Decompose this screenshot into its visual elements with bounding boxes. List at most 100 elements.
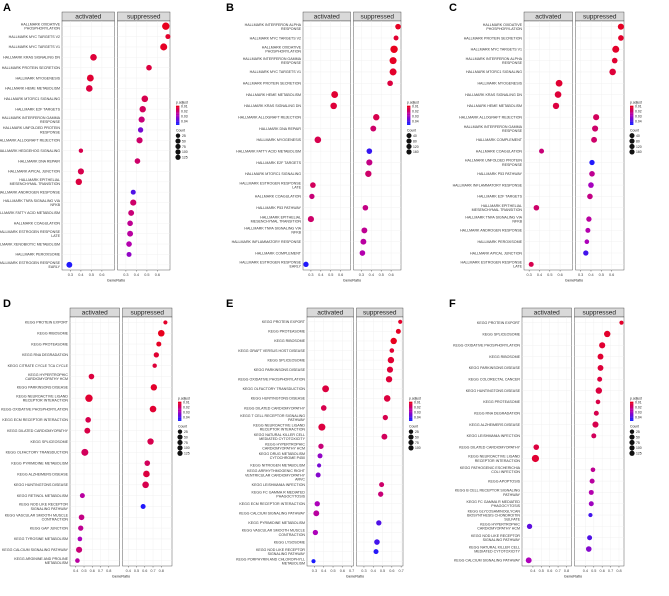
legend-color-label: 0.03 (181, 115, 188, 119)
facet-label: suppressed (583, 14, 617, 21)
legend-color-title: p.adjust (409, 397, 421, 401)
term-label: KEGG NOD LIKE RECEPTOR SIGNALING PATHWAY (19, 503, 69, 511)
term-label-line: HALLMARK MYC TARGETS V1 (250, 70, 301, 74)
legend-size-label: 125 (636, 452, 642, 456)
legend-size-dot (175, 138, 181, 144)
term-label-line: KEGG PATHOGENIC ESCHERICHIA (460, 466, 521, 470)
legend-color-label: 0.02 (414, 406, 421, 410)
term-label: KEGG PROTEIN EXPORT (262, 320, 306, 324)
term-label: KEGG LEISHMANIA INFECTION (252, 483, 306, 487)
data-point (359, 250, 366, 256)
term-label: KEGG RIBOSOME (37, 332, 68, 336)
legend-color-title: p.adjust (407, 101, 419, 105)
data-point (85, 394, 93, 402)
legend-size-dot (406, 133, 412, 139)
legend-size-label: 100 (184, 446, 190, 450)
term-label: KEGG HYPERTROPHIC CARDIOMYOPATHY HCM (262, 443, 305, 451)
legend-color-step (176, 123, 180, 125)
term-label-line: HALLMARK INTERFERON ALPHA (245, 23, 302, 27)
term-label-line: KEGG NATURAL KILLER CELL (469, 545, 520, 549)
term-label: HALLMARK PROTEIN SECRETION (243, 82, 302, 86)
data-point (618, 35, 624, 41)
legend-size-dot (408, 445, 414, 451)
data-point (143, 470, 150, 478)
term-label: KEGG RIBOSOME (274, 339, 305, 343)
data-point (314, 136, 322, 144)
data-point (136, 137, 143, 144)
term-label-line: HALLMARK ESTROGEN RESPONSE (460, 261, 522, 265)
term-label-line: HALLMARK APICAL JUNCTION (8, 170, 60, 174)
data-point (525, 557, 532, 564)
data-point (595, 387, 603, 394)
x-axis-title: GeneRatio (565, 279, 583, 283)
term-label: KEGG ALZHEIMERS DISEASE (17, 472, 68, 476)
term-label: HALLMARK UNFOLDED PROTEIN RESPONSE (3, 126, 61, 134)
term-label-line: KEGG LEISHMANIA INFECTION (467, 434, 521, 438)
term-label-line: KEGG PROTEASOME (31, 342, 68, 346)
term-label-line: RECEPTOR INTERACTION (23, 399, 69, 403)
legend-color-step (630, 121, 634, 124)
term-label-line: KEGG PARKINSONS DISEASE (17, 386, 69, 390)
x-tick-label: 0.5 (144, 273, 149, 277)
legend-color-step (176, 118, 180, 121)
x-tick-label: 0.6 (142, 569, 147, 573)
legend-color-step (409, 401, 413, 404)
term-label-line: KEGG NOD LIKE RECEPTOR (471, 534, 520, 538)
term-label-line: PHOSPHORYLATION (486, 27, 522, 31)
data-point (590, 467, 596, 473)
term-label-line: EARLY (48, 265, 60, 269)
term-label: KEGG HUNTINGTONS DISEASE (251, 397, 306, 401)
term-label-line: HALLMARK INFLAMMATORY RESPONSE (453, 183, 523, 187)
x-tick-label: 0.5 (591, 569, 596, 573)
data-point (127, 220, 133, 227)
x-tick-label: 0.4 (78, 273, 83, 277)
legend-color-step (178, 409, 182, 412)
data-point (144, 460, 151, 466)
term-label-line: HALLMARK HEME METABOLISM (246, 93, 301, 97)
data-point (386, 366, 394, 373)
term-label: KEGG RNA DEGRADATION (474, 412, 520, 416)
data-point (585, 227, 591, 233)
term-label: HALLMARK UNFOLDED PROTEIN RESPONSE (465, 159, 523, 167)
term-label-line: KEGG OLFACTORY TRANSDUCTION (6, 451, 69, 455)
term-label-line: KEGG ALZHEIMERS DISEASE (469, 423, 520, 427)
term-label-line: KEGG OXIDATIVE PHOSPHORYLATION (238, 378, 305, 382)
term-label-line: CONTRACTION (42, 518, 69, 522)
data-point (147, 438, 154, 445)
legend-size-dot (175, 143, 181, 150)
x-axis-title: GeneRatio (564, 575, 582, 579)
legend-size-dot (406, 138, 412, 144)
term-label-line: KEGG OLFACTORY TRANSDUCTION (243, 387, 306, 391)
term-label-line: PATHWAY (503, 493, 520, 497)
data-point (588, 501, 594, 507)
term-label: HALLMARK ALLOGRAFT REJECTION (459, 116, 522, 120)
term-label: HALLMARK ESTROGEN RESPONSE EARLY (239, 261, 301, 269)
data-point (381, 433, 388, 440)
term-label: KEGG ALZHEIMERS DISEASE (469, 423, 520, 427)
legend-color-step (178, 401, 182, 404)
legend-color-step (176, 120, 180, 122)
term-label-line: RECEPTOR INTERACTION (475, 459, 521, 463)
data-point (77, 536, 83, 542)
term-label: HALLMARK COAGULATION (255, 195, 302, 199)
term-label-line: KEGG NOD LIKE RECEPTOR (256, 548, 305, 552)
term-label: KEGG PROTEASOME (268, 330, 305, 334)
term-label-line: MEDIATED CYTOTOXICITY (474, 549, 520, 553)
term-label: HALLMARK DNA REPAIR (259, 127, 301, 131)
data-point (395, 23, 401, 30)
term-label-line: KEGG GRAFT VERSUS HOST DISEASE (238, 349, 305, 353)
legend-size-dot (175, 149, 181, 155)
term-label: HALLMARK MYC TARGETS V1 (471, 48, 522, 52)
term-label-line: HALLMARK MYC TARGETS V1 (471, 48, 522, 52)
term-label: HALLMARK E2F TARGETS (256, 161, 301, 165)
term-label-line: RESPONSE (40, 120, 61, 124)
term-label-line: EARLY (289, 265, 301, 269)
term-label: HALLMARK KRAS SIGNALING DN (3, 56, 60, 60)
legend-color-step (178, 416, 182, 418)
term-label: HALLMARK INFLAMMATORY RESPONSE (232, 240, 302, 244)
data-point (142, 481, 149, 489)
legend-color-label: 0.01 (414, 401, 421, 405)
legend-color-step (630, 113, 634, 116)
term-label-line: KEGG B CELL RECEPTOR SIGNALING (455, 489, 520, 493)
term-label-line: RESPONSE (502, 129, 523, 133)
